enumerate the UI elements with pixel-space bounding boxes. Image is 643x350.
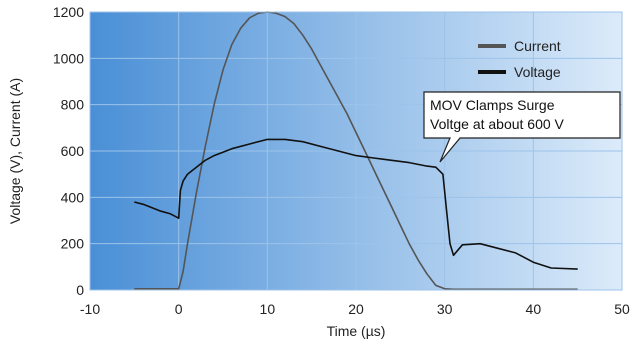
x-tick-label: 20 — [348, 301, 364, 317]
annotation-line-2: Voltge at about 600 V — [430, 116, 565, 132]
annotation-box — [423, 91, 621, 163]
x-axis-title: Time (µs) — [327, 323, 386, 339]
series-line-current — [134, 11, 578, 291]
legend: Current Voltage — [478, 38, 561, 80]
legend-label-voltage: Voltage — [514, 64, 561, 80]
series-line-voltage — [134, 138, 578, 270]
y-tick-label: 600 — [61, 143, 85, 159]
x-tick-label: 0 — [175, 301, 183, 317]
series-layer — [134, 11, 578, 291]
annotation-line-1: MOV Clamps Surge — [430, 97, 555, 113]
y-tick-label: 800 — [61, 97, 85, 113]
y-tick-labels: 0 200 400 600 800 1000 1200 — [53, 4, 84, 298]
y-tick-label: 400 — [61, 189, 85, 205]
y-tick-label: 0 — [76, 282, 84, 298]
plot-frame — [89, 11, 623, 291]
x-tick-labels: -10 0 10 20 30 40 50 — [80, 301, 630, 317]
x-tick-label: 50 — [614, 301, 630, 317]
y-tick-label: 200 — [61, 236, 85, 252]
x-tick-label: 30 — [437, 301, 453, 317]
y-tick-label: 1200 — [53, 4, 84, 20]
y-axis-title: Voltage (V), Current (A) — [7, 78, 23, 224]
x-tick-label: 40 — [526, 301, 542, 317]
x-tick-label: 10 — [260, 301, 276, 317]
x-tick-label: -10 — [80, 301, 100, 317]
legend-label-current: Current — [514, 38, 561, 54]
y-tick-label: 1000 — [53, 50, 84, 66]
annotation-callout: MOV Clamps Surge Voltge at about 600 V — [423, 91, 621, 163]
